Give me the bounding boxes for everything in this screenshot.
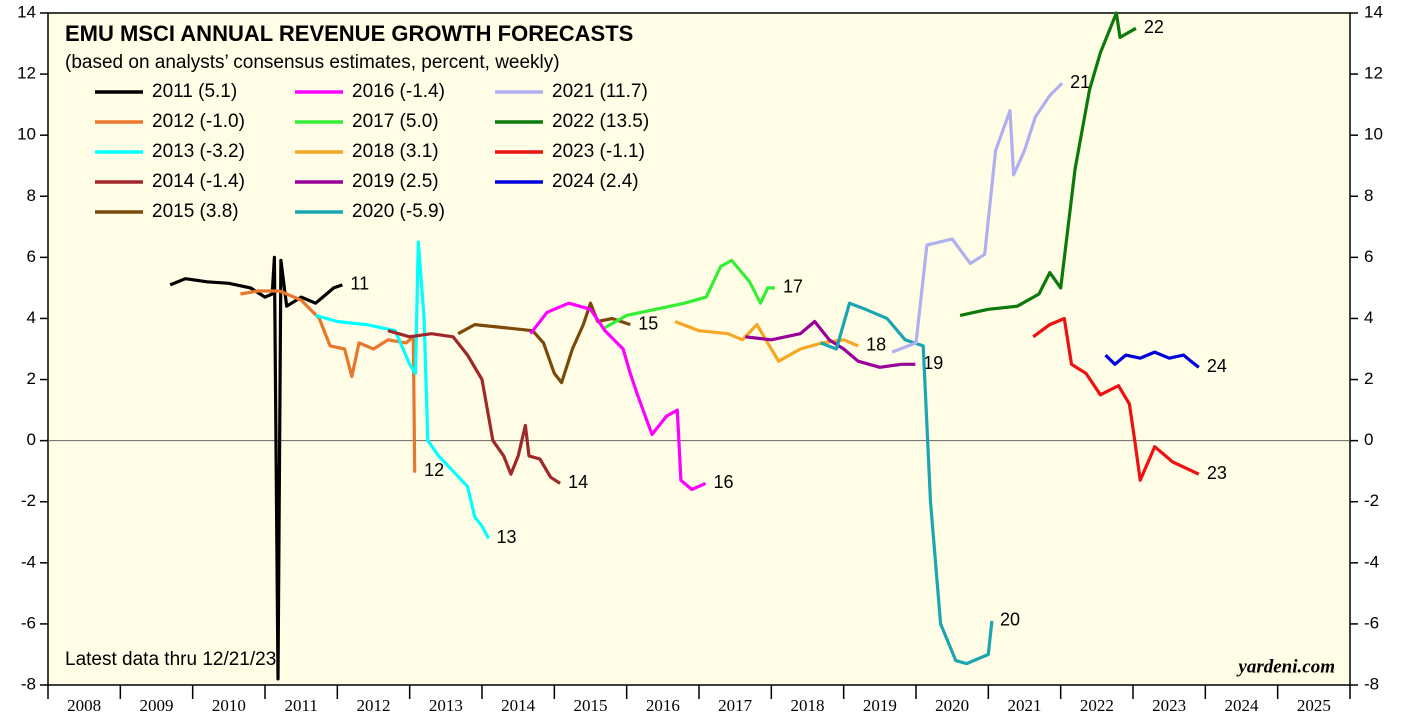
series-line (604, 258, 775, 329)
series-end-label: 24 (1207, 356, 1227, 376)
x-tick-label: 2014 (501, 696, 536, 715)
series-line (1104, 350, 1200, 369)
x-tick-label: 2017 (718, 696, 753, 715)
y-tick-label: -6 (21, 613, 36, 632)
x-tick-label: 2021 (1008, 696, 1042, 715)
y2-tick-label: -8 (1364, 674, 1379, 693)
x-tick-label: 2015 (574, 696, 608, 715)
y-tick-label: 0 (27, 430, 36, 449)
series-line (529, 301, 707, 492)
series-line (315, 240, 490, 540)
legend-label: 2011 (5.1) (152, 81, 237, 102)
x-tick-label: 2016 (646, 696, 680, 715)
y2-tick-label: 0 (1364, 430, 1373, 449)
x-tick-label: 2009 (140, 696, 174, 715)
legend-label: 2023 (-1.1) (552, 141, 645, 162)
legend-label: 2019 (2.5) (352, 171, 439, 192)
series-end-label: 23 (1207, 463, 1227, 483)
series-line (240, 289, 417, 473)
y2-tick-label: 10 (1364, 125, 1383, 144)
series-end-label: 11 (350, 274, 369, 294)
y-tick-label: -2 (21, 491, 36, 510)
series-end-label: 16 (714, 472, 734, 492)
plot-area (47, 12, 1351, 686)
chart-title: EMU MSCI ANNUAL REVENUE GROWTH FORECASTS (65, 21, 633, 46)
source-credit: yardeni.com (1236, 656, 1335, 677)
series-line (169, 255, 343, 681)
series-end-label: 15 (638, 313, 658, 333)
series-end-label: 19 (923, 353, 943, 373)
legend-label: 2016 (-1.4) (352, 81, 445, 102)
y-tick-label: 10 (17, 125, 36, 144)
x-tick-label: 2022 (1080, 696, 1114, 715)
legend-label: 2017 (5.0) (352, 111, 439, 132)
legend-label: 2012 (-1.0) (152, 111, 245, 132)
y2-tick-label: -4 (1364, 552, 1379, 571)
series-line (959, 11, 1137, 317)
series-line (1032, 316, 1200, 482)
x-tick-label: 2013 (429, 696, 463, 715)
y2-tick-label: 12 (1364, 64, 1383, 83)
legend-label: 2015 (3.8) (152, 201, 239, 222)
x-tick-label: 2011 (284, 696, 317, 715)
y2-tick-label: 8 (1364, 186, 1373, 205)
y-tick-label: 12 (17, 64, 36, 83)
y2-tick-label: -2 (1364, 491, 1379, 510)
x-tick-label: 2010 (212, 696, 246, 715)
x-tick-label: 2020 (935, 696, 969, 715)
legend-label: 2022 (13.5) (552, 111, 649, 132)
series-line (387, 329, 561, 485)
plot-layer: 11 12 13 14 15 16 17 18 19 20 21 22 23 24 (48, 11, 1350, 681)
x-tick-label: 2019 (863, 696, 897, 715)
y-tick-label: -4 (21, 552, 36, 571)
y2-tick-label: 2 (1364, 369, 1373, 388)
y-tick-label: 2 (27, 369, 36, 388)
legend-label: 2020 (-5.9) (352, 201, 445, 222)
chart-subtitle: (based on analysts’ consensus estimates,… (65, 52, 560, 73)
x-tick-label: 2012 (357, 696, 391, 715)
y2-tick-label: 6 (1364, 247, 1373, 266)
y2-tick-label: 4 (1364, 308, 1373, 327)
legend-label: 2024 (2.4) (552, 171, 639, 192)
series-line (819, 301, 994, 666)
x-tick-label: 2023 (1152, 696, 1186, 715)
x-tick-label: 2008 (67, 696, 101, 715)
annotation: Latest data thru 12/21/23 (65, 649, 276, 670)
legend-label: 2021 (11.7) (552, 81, 648, 102)
series-end-label: 14 (568, 472, 588, 492)
y-tick-label: 4 (27, 308, 36, 327)
series-end-label: 21 (1070, 72, 1090, 92)
legend-label: 2014 (-1.4) (152, 171, 245, 192)
series-end-label: 13 (497, 527, 517, 547)
x-tick-label: 2025 (1297, 696, 1331, 715)
y2-tick-label: 14 (1364, 2, 1383, 21)
x-tick-label: 2018 (791, 696, 825, 715)
series-end-label: 17 (783, 277, 803, 297)
series-end-label: 22 (1144, 17, 1164, 37)
y2-tick-label: -6 (1364, 613, 1379, 632)
y-tick-label: 8 (27, 186, 36, 205)
legend-label: 2018 (3.1) (352, 141, 439, 162)
series-end-label: 20 (1000, 610, 1020, 630)
series-line (674, 320, 859, 363)
legend-label: 2013 (-3.2) (152, 141, 245, 162)
x-tick-label: 2024 (1225, 696, 1260, 715)
series-line (891, 82, 1064, 354)
y-tick-label: -8 (21, 674, 36, 693)
y-tick-label: 6 (27, 247, 36, 266)
y-tick-label: 14 (17, 2, 36, 21)
series-end-label: 12 (424, 460, 444, 480)
series-end-label: 18 (866, 335, 886, 355)
